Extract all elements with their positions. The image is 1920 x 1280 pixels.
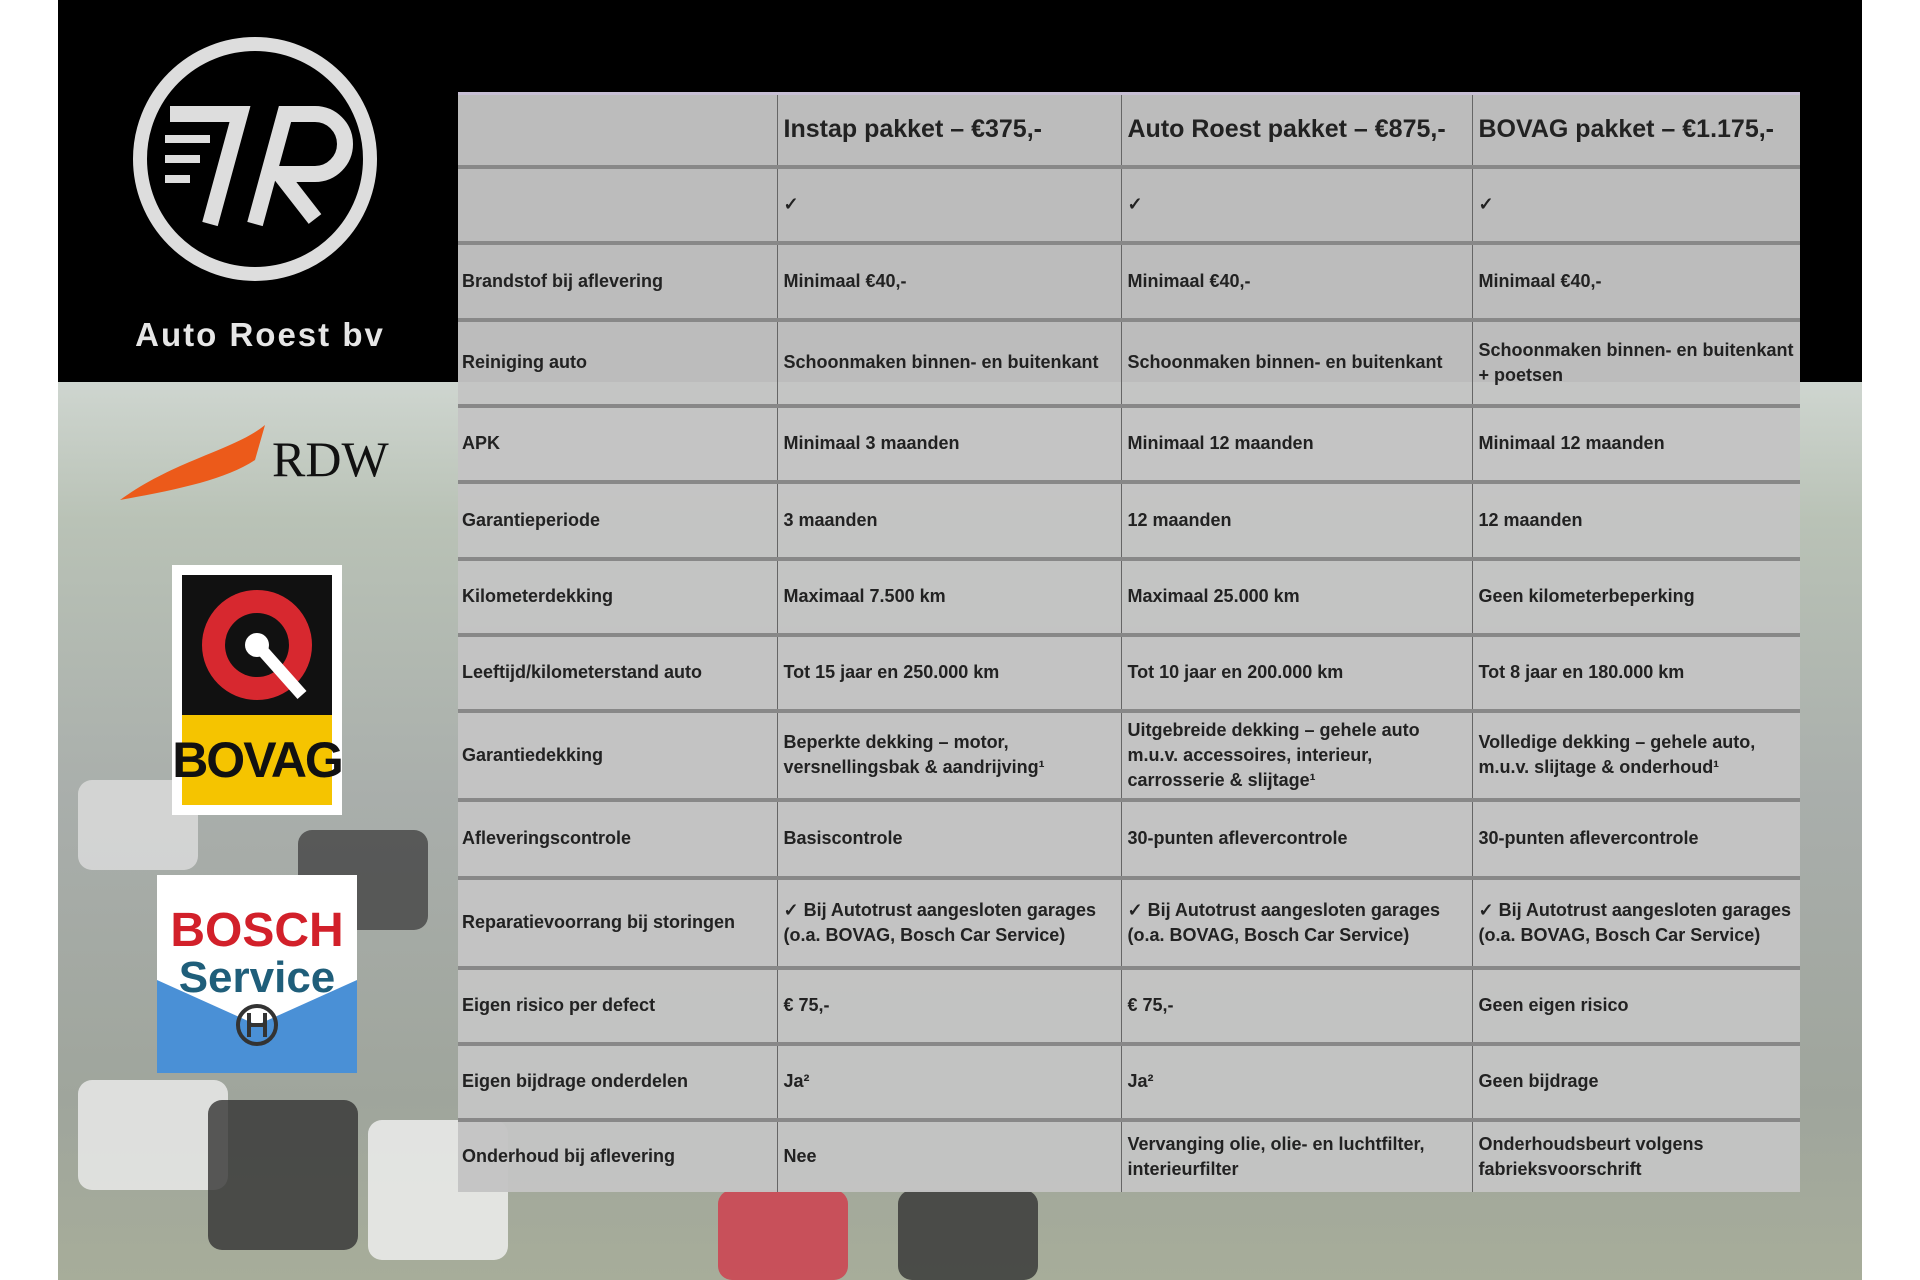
package-cell: Onderhoudsbeurt volgens fabrieksvoorschr…	[1471, 1117, 1800, 1192]
table-row: Reiniging auto Schoonmaken binnen- en bui…	[458, 317, 1800, 406]
row-label: Reiniging auto	[458, 317, 777, 406]
package-cell: 3 maanden	[776, 479, 1121, 559]
row-label: Garantiedekking	[458, 708, 777, 800]
package-cell: Schoonmaken binnen- en buitenkant	[776, 317, 1121, 406]
package-cell: Volledige dekking – gehele auto, m.u.v. …	[1471, 708, 1800, 800]
package-cell: ✓ Bij Autotrust aangesloten garages (o.a…	[776, 875, 1121, 968]
row-label: Brandstof bij aflevering	[458, 240, 777, 320]
package-cell: 30-punten aflevercontrole	[1471, 797, 1800, 878]
row-label	[458, 164, 777, 243]
package-cell: 30-punten aflevercontrole	[1120, 797, 1472, 878]
package-cell: ✓	[1471, 164, 1800, 243]
package-cell: Minimaal 3 maanden	[776, 403, 1121, 482]
table-row: Garantiedekking Beperkte dekking – motor,…	[458, 708, 1800, 800]
table-row: Garantieperiode 3 maanden 12 maanden 12 maa…	[458, 479, 1800, 559]
row-label: Afleveringscontrole	[458, 797, 777, 878]
package-cell: Geen kilometerbeperking	[1471, 556, 1800, 635]
package-cell: Basiscontrole	[776, 797, 1121, 878]
bosch-service-logo: BOSCH Service	[157, 875, 357, 1073]
package-cell: 12 maanden	[1471, 479, 1800, 559]
row-label	[458, 92, 777, 167]
package-comparison-table: Instap pakket – €375,- Auto Roest pakket …	[458, 92, 1800, 1192]
package-cell: Geen bijdrage	[1471, 1041, 1800, 1120]
package-cell: Ja²	[776, 1041, 1121, 1120]
row-label: Onderhoud bij aflevering	[458, 1117, 777, 1192]
package-cell: Maximaal 7.500 km	[776, 556, 1121, 635]
table-row: Kilometerdekking Maximaal 7.500 km Maximaa…	[458, 556, 1800, 635]
rdw-logo-text: RDW	[272, 431, 389, 487]
row-label: Eigen bijdrage onderdelen	[458, 1041, 777, 1120]
package-cell: € 75,-	[776, 965, 1121, 1044]
package-cell: BOVAG pakket – €1.175,-	[1471, 92, 1800, 167]
package-cell: Tot 15 jaar en 250.000 km	[776, 632, 1121, 711]
row-label: APK	[458, 403, 777, 482]
bovag-logo: BOVAG	[172, 565, 344, 815]
package-cell: Vervanging olie, olie- en luchtfilter, i…	[1120, 1117, 1472, 1192]
row-label: Reparatievoorrang bij storingen	[458, 875, 777, 968]
package-cell: ✓	[1120, 164, 1472, 243]
package-cell: Nee	[776, 1117, 1121, 1192]
rdw-logo	[120, 425, 265, 500]
package-cell: Minimaal €40,-	[1120, 240, 1472, 320]
package-cell: Beperkte dekking – motor, versnellingsba…	[776, 708, 1121, 800]
package-cell: Geen eigen risico	[1471, 965, 1800, 1044]
row-label: Kilometerdekking	[458, 556, 777, 635]
package-cell: 12 maanden	[1120, 479, 1472, 559]
table-row: APK Minimaal 3 maanden Minimaal 12 maanden…	[458, 403, 1800, 482]
table-row: Eigen risico per defect € 75,- € 75,- Geen …	[458, 965, 1800, 1044]
table-row: ✓ ✓ ✓	[458, 164, 1800, 243]
table-row: Reparatievoorrang bij storingen ✓ Bij Aut…	[458, 875, 1800, 968]
row-label: Eigen risico per defect	[458, 965, 777, 1044]
table-row: Afleveringscontrole Basiscontrole 30-punte…	[458, 797, 1800, 878]
package-cell: Tot 10 jaar en 200.000 km	[1120, 632, 1472, 711]
package-cell: Minimaal €40,-	[1471, 240, 1800, 320]
package-cell: Minimaal 12 maanden	[1120, 403, 1472, 482]
brand-name: Auto Roest bv	[135, 316, 385, 353]
package-cell: ✓ Bij Autotrust aangesloten garages (o.a…	[1471, 875, 1800, 968]
package-cell: Uitgebreide dekking – gehele auto m.u.v.…	[1120, 708, 1472, 800]
table-row: Eigen bijdrage onderdelen Ja² Ja² Geen bijd…	[458, 1041, 1800, 1120]
row-label: Garantieperiode	[458, 479, 777, 559]
table-header-row: Instap pakket – €375,- Auto Roest pakket …	[458, 92, 1800, 167]
package-cell: Tot 8 jaar en 180.000 km	[1471, 632, 1800, 711]
package-cell: Instap pakket – €375,-	[776, 92, 1121, 167]
package-cell: Schoonmaken binnen- en buitenkant	[1120, 317, 1472, 406]
table-row: Onderhoud bij aflevering Nee Vervanging ol…	[458, 1117, 1800, 1192]
package-cell: ✓	[776, 164, 1121, 243]
table-row: Brandstof bij aflevering Minimaal €40,- Mi…	[458, 240, 1800, 320]
package-cell: Maximaal 25.000 km	[1120, 556, 1472, 635]
package-cell: ✓ Bij Autotrust aangesloten garages (o.a…	[1120, 875, 1472, 968]
table-row: Leeftijd/kilometerstand auto Tot 15 jaar …	[458, 632, 1800, 711]
auto-roest-logo	[133, 37, 377, 281]
package-cell: € 75,-	[1120, 965, 1472, 1044]
row-label: Leeftijd/kilometerstand auto	[458, 632, 777, 711]
package-cell: Minimaal 12 maanden	[1471, 403, 1800, 482]
package-cell: Ja²	[1120, 1041, 1472, 1120]
package-cell: Auto Roest pakket – €875,-	[1120, 92, 1472, 167]
package-cell: Minimaal €40,-	[776, 240, 1121, 320]
package-cell: Schoonmaken binnen- en buitenkant + poet…	[1471, 317, 1800, 406]
